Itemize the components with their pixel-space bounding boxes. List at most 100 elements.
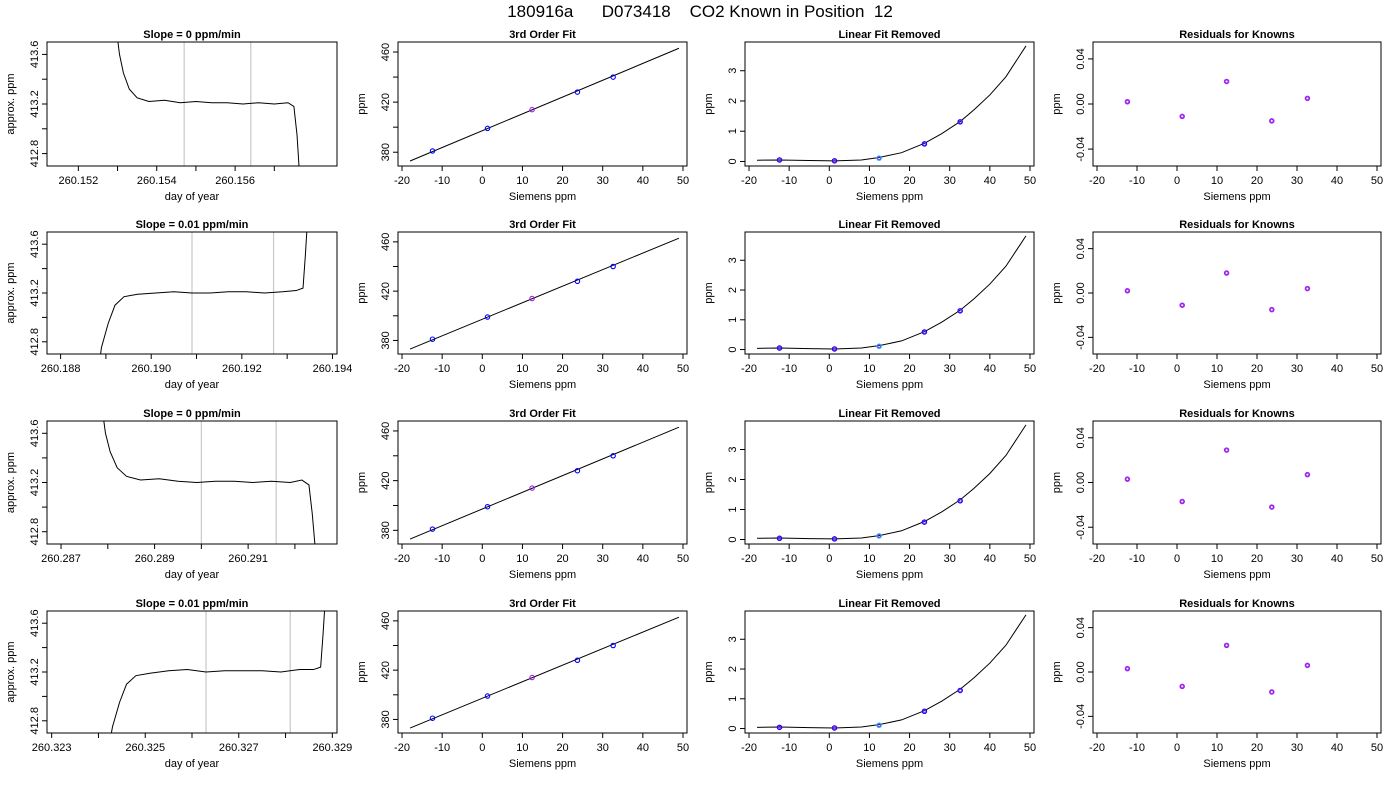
panel-title: Residuals for Knowns xyxy=(1179,219,1295,231)
panel-fit-row-2: 3rd Order Fit -20 -10 0 10 20 30 40 50 380 420 460 S… xyxy=(356,408,689,581)
x-tick-label: -10 xyxy=(434,553,450,565)
fit-curve xyxy=(757,424,1027,540)
data-point-overlay xyxy=(1180,684,1184,689)
x-tick-label: 0 xyxy=(479,363,485,375)
x-tick-label: 50 xyxy=(1371,553,1383,565)
fit-curve xyxy=(757,235,1027,350)
panel-title: Slope = 0 ppm/min xyxy=(143,408,241,420)
panel-linear-row-1: Linear Fit Removed -20 -10 0 10 20 30 40 50 0 1 2 3 S… xyxy=(703,219,1036,391)
y-axis-label: ppm xyxy=(703,661,715,682)
panel-title: 3rd Order Fit xyxy=(509,408,576,420)
x-tick-label: 20 xyxy=(903,175,915,187)
plot-frame xyxy=(744,41,1035,167)
data-point xyxy=(429,148,436,154)
x-tick-label: 40 xyxy=(984,742,996,754)
data-layer xyxy=(1124,270,1311,313)
data-point xyxy=(1223,78,1230,85)
x-tick-label: 260.152 xyxy=(58,175,98,187)
x-tick-label: 260.329 xyxy=(312,742,352,754)
data-layer xyxy=(409,237,680,350)
x-tick-label: 20 xyxy=(903,553,915,565)
data-point xyxy=(529,485,535,491)
x-tick-label: -10 xyxy=(781,363,797,375)
data-point xyxy=(484,125,491,132)
data-point-overlay xyxy=(1305,286,1310,291)
data-point xyxy=(610,642,616,649)
plot-frame xyxy=(1092,610,1382,734)
data-point xyxy=(1304,95,1311,102)
data-layer xyxy=(757,45,1027,164)
x-tick-label: 50 xyxy=(677,363,689,375)
x-tick-label: 40 xyxy=(984,175,996,187)
data-point xyxy=(429,336,436,342)
data-point xyxy=(957,119,963,125)
x-tick-label: -20 xyxy=(1089,553,1105,565)
y-axis-label: approx. ppm xyxy=(5,73,17,134)
data-point xyxy=(610,263,616,270)
y-axis-label: approx. ppm xyxy=(5,641,17,702)
panel-resid-row-0: Residuals for Knowns -20 -10 0 10 20 30 40 50 -0.… xyxy=(1051,29,1383,203)
panel-title: Slope = 0.01 ppm/min xyxy=(136,598,249,610)
x-tick-label: 20 xyxy=(556,175,568,187)
x-tick-label: -20 xyxy=(741,553,757,565)
plot-frame xyxy=(744,231,1035,355)
x-tick-label: 10 xyxy=(516,175,528,187)
data-point xyxy=(1223,447,1230,453)
data-point xyxy=(610,453,616,459)
data-point-overlay xyxy=(958,498,962,503)
panel-resid-row-2: Residuals for Knowns -20 -10 0 10 20 30 40 50 -0.… xyxy=(1051,408,1383,581)
x-tick-label: 30 xyxy=(597,363,609,375)
y-tick-label: 0.04 xyxy=(1075,48,1087,69)
data-point-overlay xyxy=(1125,99,1130,104)
data-layer xyxy=(103,421,316,544)
x-tick-label: 30 xyxy=(944,553,956,565)
data-point-overlay xyxy=(1125,666,1130,671)
y-tick-label: -0.04 xyxy=(1075,137,1087,162)
x-axis-label: Siemens ppm xyxy=(856,191,923,203)
x-tick-label: 40 xyxy=(984,363,996,375)
data-point xyxy=(876,343,882,350)
y-axis-label: ppm xyxy=(703,93,715,114)
y-tick-label: 413.2 xyxy=(29,279,41,307)
y-tick-label: 460 xyxy=(380,422,392,440)
fit-curve xyxy=(409,47,680,162)
y-axis-label: ppm xyxy=(1051,282,1063,303)
data-point xyxy=(1179,113,1185,120)
fit-curve xyxy=(409,616,680,729)
x-tick-label: 10 xyxy=(1211,742,1223,754)
data-point xyxy=(1124,476,1131,482)
x-tick-label: 20 xyxy=(1251,553,1263,565)
panel-resid-row-1: Residuals for Knowns -20 -10 0 10 20 30 40 50 -0.… xyxy=(1051,219,1383,391)
data-point xyxy=(1304,471,1311,478)
y-tick-label: 420 xyxy=(380,471,392,489)
y-tick-label: 3 xyxy=(727,446,739,452)
x-tick-label: 20 xyxy=(1251,363,1263,375)
y-tick-label: 0.00 xyxy=(1075,661,1087,682)
data-point xyxy=(921,141,928,147)
x-tick-label: 50 xyxy=(1371,175,1383,187)
panel-linear-row-3: Linear Fit Removed -20 -10 0 10 20 30 40 50 0 1 2 3 S… xyxy=(703,598,1036,770)
y-tick-label: 1 xyxy=(727,506,739,512)
data-point xyxy=(574,278,581,285)
data-point xyxy=(776,345,783,351)
y-tick-label: -0.04 xyxy=(1075,704,1087,729)
data-layer xyxy=(409,426,680,540)
x-tick-label: 30 xyxy=(1291,363,1303,375)
x-tick-label: -20 xyxy=(1089,742,1105,754)
y-tick-label: 0 xyxy=(727,346,739,352)
y-tick-label: 413.2 xyxy=(29,469,41,497)
x-tick-label: -20 xyxy=(1089,175,1105,187)
data-layer xyxy=(1124,78,1311,124)
y-axis-label: ppm xyxy=(703,472,715,493)
plot-frame xyxy=(1092,41,1382,167)
panel-trace-row-1: Slope = 0.01 ppm/min 260.188 260.190 260.19… xyxy=(5,219,352,391)
data-point-overlay xyxy=(832,726,837,730)
data-point xyxy=(1269,504,1275,510)
y-tick-label: 413.6 xyxy=(29,420,41,448)
x-tick-label: 50 xyxy=(1024,742,1036,754)
x-tick-label: 30 xyxy=(1291,553,1303,565)
x-tick-label: 50 xyxy=(677,742,689,754)
x-tick-label: 0 xyxy=(826,175,832,187)
y-tick-label: 413.6 xyxy=(29,41,41,69)
